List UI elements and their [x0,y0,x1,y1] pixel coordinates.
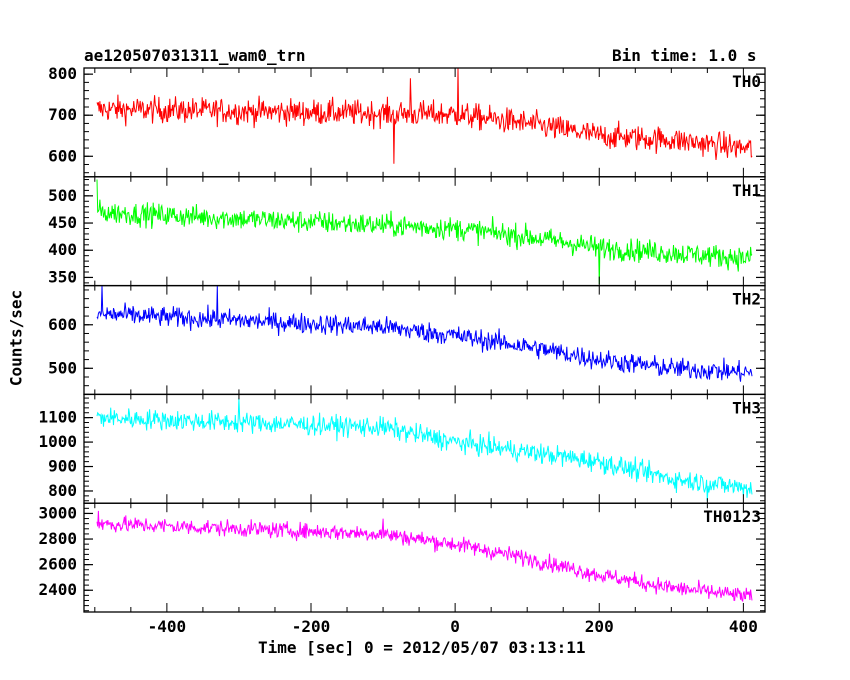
y-tick-label: 3000 [38,503,77,522]
panel-frame-th1 [83,176,766,287]
x-tick-label: -400 [148,617,187,636]
y-tick-label: 350 [48,267,77,286]
y-tick-label: 400 [48,240,77,259]
y-tick-label: 500 [48,186,77,205]
y-axis-label: Counts/sec [6,289,26,387]
series-line-th1 [96,179,753,285]
series-line-th3 [96,398,753,501]
y-tick-label: 800 [48,64,77,83]
y-tick-label: 1100 [38,408,77,427]
x-tick-label: 400 [729,617,758,636]
panel-frame-th2 [83,284,766,396]
panel-label-th0: TH0 [732,72,761,91]
panel-label-th3: TH3 [732,398,761,417]
y-tick-label: 2600 [38,555,77,574]
bin-time-label: Bin time: 1.0 s [612,46,757,65]
x-tick-label: 200 [585,617,614,636]
y-tick-label: 2400 [38,580,77,599]
x-tick-label: 0 [450,617,460,636]
y-tick-label: 2800 [38,529,77,548]
y-tick-label: 900 [48,457,77,476]
y-tick-label: 600 [48,146,77,165]
series-line-th0 [96,67,753,164]
y-tick-label: 700 [48,105,77,124]
y-tick-label: 600 [48,315,77,334]
panel-label-th1: TH1 [732,181,761,200]
y-tick-label: 800 [48,481,77,500]
panel-label-th2: TH2 [732,290,761,309]
x-axis-label: Time [sec] 0 = 2012/05/07 03:13:11 [258,638,586,657]
y-tick-label: 1000 [38,432,77,451]
x-tick-label: -200 [292,617,331,636]
panel-label-th0123: TH0123 [703,507,761,526]
panel-frame-th3 [83,393,766,504]
chart-title: ae120507031311_wam0_trn [84,46,306,65]
y-tick-label: 500 [48,358,77,377]
y-tick-label: 450 [48,213,77,232]
series-line-th2 [96,285,753,382]
series-line-th0123 [96,510,753,603]
panel-frame-th0 [83,67,766,178]
panel-frame-th0123 [83,502,766,613]
